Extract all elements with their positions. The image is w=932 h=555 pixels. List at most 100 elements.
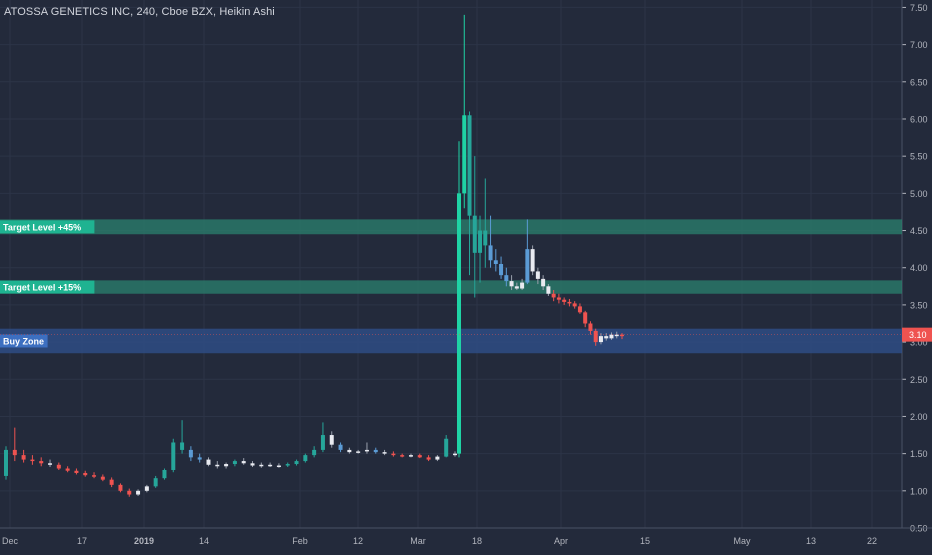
candle-body	[426, 457, 431, 460]
candle-body	[197, 457, 202, 460]
candle-body	[546, 286, 551, 294]
candle-body	[444, 438, 449, 457]
candle-body	[4, 449, 8, 476]
candle-body	[408, 455, 413, 457]
candle-body	[171, 442, 176, 470]
candle-body	[535, 271, 540, 279]
x-tick-label: 22	[867, 536, 877, 546]
x-tick-label: 17	[77, 536, 87, 546]
x-tick-label: 13	[806, 536, 816, 546]
candle-body	[118, 484, 123, 491]
candle-body	[12, 449, 17, 456]
y-tick-label: 5.50	[910, 152, 928, 162]
candle-body	[21, 455, 26, 460]
candle-body	[609, 334, 614, 339]
candle-body	[74, 470, 79, 473]
candle-body	[483, 230, 488, 246]
zone-label-bg	[0, 220, 95, 234]
candle-body	[56, 464, 61, 469]
candle-body	[520, 282, 525, 289]
candle-body	[232, 461, 237, 465]
y-tick-label: 7.50	[910, 3, 928, 13]
candle-body	[620, 334, 624, 337]
y-tick-label: 4.00	[910, 263, 928, 273]
y-tick-label: 6.50	[910, 77, 928, 87]
candle-body	[259, 464, 264, 467]
y-tick-label: 3.00	[910, 338, 928, 348]
candle-body	[320, 435, 325, 450]
candle-body	[504, 275, 509, 282]
candle-body	[472, 215, 477, 253]
candle-body	[435, 456, 440, 460]
candle-body	[488, 245, 493, 261]
y-tick-label: 1.50	[910, 449, 928, 459]
zone-label: Target Level +45%	[3, 222, 81, 232]
x-tick-label: 14	[199, 536, 209, 546]
candle-body	[250, 463, 255, 466]
last-price-label: 3.10	[909, 330, 927, 340]
candle-body	[382, 452, 387, 454]
candle-body	[462, 115, 467, 194]
candle-body	[556, 297, 561, 300]
y-tick-label: 3.50	[910, 300, 928, 310]
candle-body	[567, 301, 572, 304]
candle-body	[551, 293, 556, 298]
candle-body	[83, 472, 88, 476]
candle-body	[224, 464, 229, 467]
candle-body	[30, 459, 35, 462]
candle-body	[562, 299, 567, 302]
candle-body	[109, 479, 114, 485]
last-price-badge	[902, 327, 932, 342]
x-tick-label: Feb	[292, 536, 308, 546]
candle-body	[48, 463, 53, 465]
candle-body	[268, 464, 273, 467]
candle-body	[241, 461, 246, 464]
candle-body	[294, 461, 299, 465]
candle-body	[144, 486, 149, 491]
x-tick-label: 18	[472, 536, 482, 546]
candle-body	[276, 465, 281, 468]
candle-body	[188, 449, 193, 458]
candle-body	[100, 476, 105, 480]
candle-body	[514, 286, 519, 289]
x-tick-label: Apr	[554, 536, 568, 546]
candle-body	[593, 330, 598, 343]
x-tick-label: Mar	[410, 536, 426, 546]
y-tick-label: 2.50	[910, 375, 928, 385]
candle-body	[541, 278, 546, 287]
y-tick-label: 6.00	[910, 114, 928, 124]
x-tick-label: 15	[640, 536, 650, 546]
candle-body	[39, 461, 44, 464]
candle-body	[303, 455, 308, 462]
candle-body	[65, 468, 70, 471]
candle-body	[373, 449, 378, 453]
candle-body	[338, 444, 343, 450]
zone-label-bg	[0, 280, 95, 294]
candle-body	[525, 249, 530, 283]
zone-label: Buy Zone	[3, 336, 44, 346]
x-tick-label: 12	[353, 536, 363, 546]
y-tick-label: 2.00	[910, 412, 928, 422]
candle-body	[453, 453, 457, 456]
candle-body	[583, 312, 588, 324]
candle-body	[329, 435, 334, 445]
chart-title: ATOSSA GENETICS INC, 240, Cboe BZX, Heik…	[4, 6, 275, 18]
x-tick-label: 2019	[134, 536, 154, 546]
candle-body	[364, 449, 369, 452]
candle-body	[285, 464, 290, 466]
candle-body	[356, 451, 361, 453]
zone-label: Target Level +15%	[3, 283, 81, 293]
candle-body	[604, 336, 609, 339]
candle-body	[312, 449, 317, 456]
candle-body	[457, 193, 461, 454]
x-tick-label: Dec	[2, 536, 19, 546]
x-tick-label: May	[733, 536, 751, 546]
candle-body	[493, 260, 498, 264]
candle-body	[499, 264, 504, 276]
target-zone-band	[0, 219, 902, 235]
candle-body	[509, 281, 514, 287]
y-tick-label: 4.50	[910, 226, 928, 236]
candle-body	[206, 459, 211, 465]
